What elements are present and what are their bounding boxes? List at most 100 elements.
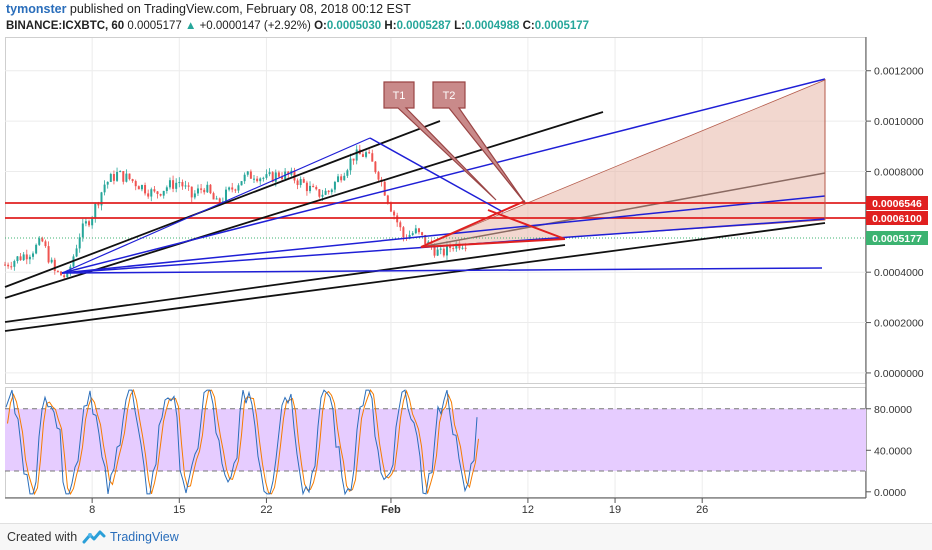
candle-body — [377, 172, 380, 180]
candle-body — [159, 194, 162, 196]
candle-body — [389, 203, 392, 212]
candle-body — [131, 179, 134, 182]
blue-trendline-4 — [61, 137, 371, 274]
candle-body — [296, 180, 299, 186]
low-label: L: — [454, 20, 465, 32]
candle-body — [19, 256, 22, 261]
stoch-tick-label: 40.0000 — [874, 445, 912, 457]
high-label: H: — [384, 20, 397, 32]
candle-body — [274, 172, 277, 182]
candle-body — [4, 264, 6, 266]
price-change: +0.0000147 (+2.92%) — [199, 20, 311, 32]
candle-body — [38, 238, 41, 245]
candle-body — [371, 153, 374, 162]
y-tick-label: 0.0004000 — [874, 267, 924, 279]
candle-body — [271, 172, 274, 182]
candle-body — [184, 185, 187, 187]
svg-text:0.0006546: 0.0006546 — [872, 198, 922, 210]
x-tick-label: 26 — [696, 504, 708, 516]
candle-body — [22, 254, 25, 261]
candle-body — [262, 177, 265, 179]
candle-body — [112, 174, 115, 181]
candle-body — [228, 187, 231, 190]
callout-t2[interactable]: T2 — [432, 81, 526, 204]
candle-body — [346, 170, 349, 176]
svg-text:0.0005177: 0.0005177 — [872, 233, 922, 245]
candle-body — [305, 182, 308, 192]
candle-body — [215, 198, 218, 200]
publish-line: tymonster published on TradingView.com, … — [6, 1, 932, 18]
candle-body — [424, 234, 427, 245]
candle-body — [41, 238, 44, 242]
candle-body — [383, 181, 386, 196]
red-wedge-upper — [420, 200, 526, 248]
candle-body — [393, 211, 396, 216]
candle-body — [464, 247, 467, 249]
candle-body — [178, 182, 181, 184]
candle-body — [256, 178, 259, 182]
callout-t2-label: T2 — [443, 90, 456, 102]
fan-midline — [420, 172, 826, 248]
candle-body — [147, 193, 150, 197]
candle-body — [417, 228, 420, 233]
candle-body — [277, 172, 280, 177]
candle-body — [122, 171, 125, 182]
candle-body — [212, 193, 215, 200]
candle-body — [200, 188, 203, 190]
candle-body — [265, 174, 268, 178]
price-tag-middle: 0.0006100 — [866, 211, 928, 225]
candle-body — [461, 247, 464, 249]
candle-body — [259, 178, 262, 182]
projection-fan — [420, 79, 826, 248]
author-name[interactable]: tymonster — [6, 2, 67, 16]
tradingview-brand[interactable]: TradingView — [110, 530, 179, 544]
candle-body — [349, 158, 352, 171]
candle-body — [137, 186, 140, 190]
candle-body — [439, 248, 442, 250]
candle-body — [28, 256, 31, 260]
candle-body — [246, 171, 249, 175]
candle-body — [181, 182, 184, 187]
candle-body — [365, 152, 368, 157]
candle-body — [140, 185, 143, 190]
y-tick-label: 0.0000000 — [874, 368, 924, 380]
y-tick-label: 0.0012000 — [874, 66, 924, 78]
candle-body — [13, 261, 16, 267]
callout-t1-label: T1 — [393, 90, 406, 102]
callout-t1[interactable]: T1 — [383, 81, 497, 201]
candle-body — [106, 181, 109, 185]
chart-canvas[interactable]: 8 15 22 Feb 12 19 26 0.0012000 0.0010000 0.000800… — [0, 0, 932, 524]
candle-body — [190, 186, 193, 198]
tradingview-logo-icon[interactable] — [82, 529, 106, 545]
candle-body — [81, 223, 84, 238]
blue-trendline-1 — [61, 78, 826, 274]
symbol-line: BINANCE:ICXBTC, 60 0.0005177 ▲ +0.000014… — [6, 18, 932, 35]
stoch-k-line — [5, 389, 478, 496]
drawings[interactable] — [4, 78, 866, 332]
candle-body — [433, 247, 436, 256]
candle-body — [109, 174, 112, 182]
candle-body — [445, 244, 448, 256]
candle-body — [209, 184, 212, 194]
stoch-d-line — [7, 388, 479, 496]
candle-body — [10, 266, 13, 268]
candle-body — [299, 179, 302, 186]
x-tick-label: 15 — [173, 504, 185, 516]
black-trendline-4 — [4, 120, 441, 288]
candle-body — [324, 190, 327, 195]
candle-body — [50, 259, 53, 263]
candle-body — [361, 154, 364, 157]
candle-body — [452, 248, 455, 250]
candle-body — [75, 248, 78, 257]
candle-body — [340, 176, 343, 181]
candle-body — [47, 246, 50, 263]
candle-body — [100, 192, 103, 206]
candle-body — [315, 187, 318, 190]
x-tick-label: Feb — [381, 504, 401, 516]
price-tag-last: 0.0005177 — [866, 231, 928, 245]
chart-header: tymonster published on TradingView.com, … — [6, 1, 932, 35]
candle-body — [196, 188, 199, 194]
candle-body — [408, 234, 411, 239]
y-tick-label: 0.0002000 — [874, 318, 924, 330]
candle-body — [330, 189, 333, 193]
